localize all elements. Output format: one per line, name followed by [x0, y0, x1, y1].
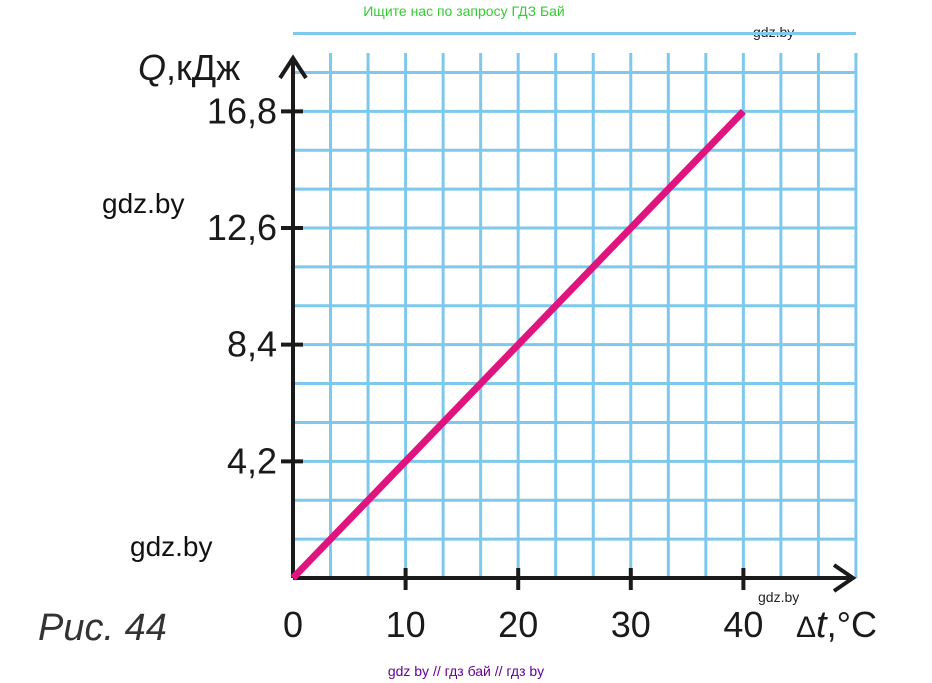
- axes: [278, 54, 857, 593]
- y-axis-var: Q: [138, 47, 166, 88]
- series-line: [290, 108, 746, 581]
- x-axis-delta: Δ: [796, 611, 816, 644]
- footer-links[interactable]: gdz by // гдз бай // гдз by: [388, 663, 544, 679]
- x-tick-labels: 0 10 20 30 40: [283, 604, 763, 645]
- promo-text[interactable]: Ищите нас по запросу ГДЗ Бай: [363, 3, 565, 19]
- series-lines: [290, 108, 746, 581]
- x-axis-arrow: [832, 563, 857, 593]
- watermark-top-right: gdz.by: [753, 24, 794, 40]
- grid-lines: [293, 32, 858, 578]
- y-tick-labels: 4,2 8,4 12,6 16,8: [207, 90, 277, 481]
- x-axis-label: Δt,°C: [796, 604, 877, 646]
- y-tick-label: 12,6: [207, 207, 277, 248]
- x-tick-label: 30: [611, 604, 651, 645]
- x-tick-label: 0: [283, 604, 303, 645]
- x-tick-label: 20: [498, 604, 538, 645]
- y-axis-label: Q,кДж: [138, 47, 240, 88]
- x-tick-label: 40: [723, 604, 763, 645]
- y-axis-arrow: [278, 54, 308, 80]
- y-tick-label: 4,2: [227, 440, 277, 481]
- figure-caption: Рис. 44: [38, 607, 167, 649]
- y-tick-label: 16,8: [207, 90, 277, 131]
- watermark-left-upper: gdz.by: [102, 188, 185, 219]
- y-axis-unit: ,кДж: [166, 47, 240, 88]
- watermark-left-lower: gdz.by: [130, 531, 213, 562]
- y-tick-label: 8,4: [227, 324, 277, 365]
- x-axis-unit: ,°C: [827, 604, 877, 645]
- watermark-bottom-right: gdz.by: [758, 589, 799, 605]
- x-tick-label: 10: [386, 604, 426, 645]
- x-axis-var: t: [816, 604, 828, 646]
